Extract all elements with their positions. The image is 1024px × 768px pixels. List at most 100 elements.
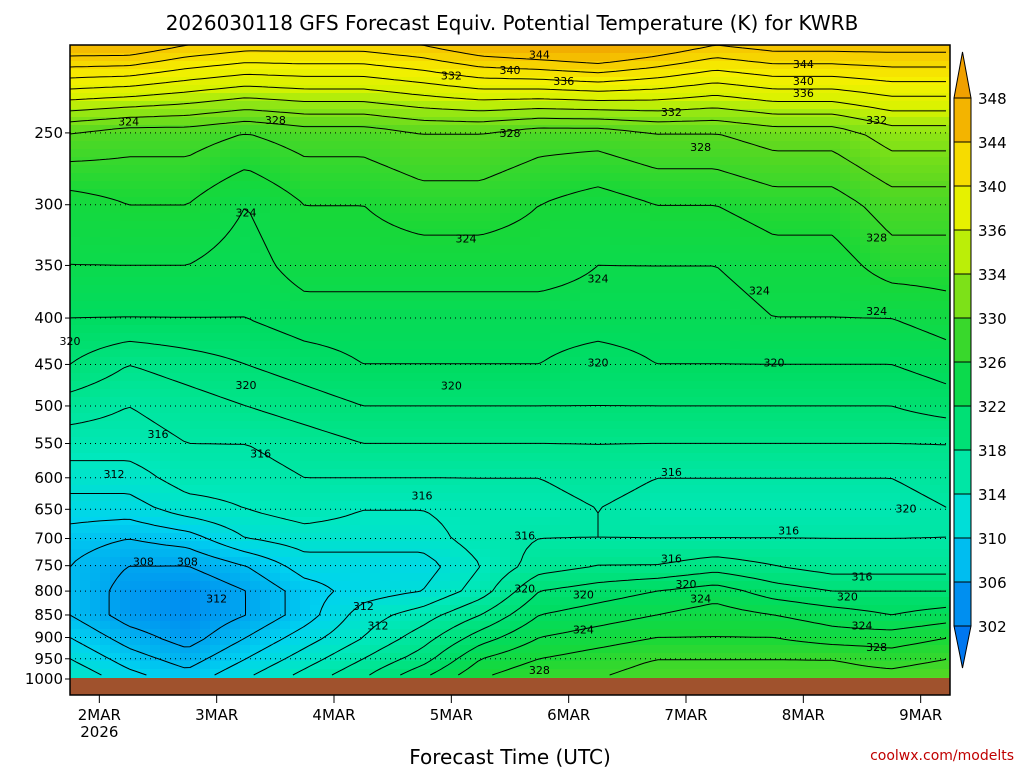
y-tick-label: 800	[34, 582, 63, 600]
contour-326	[70, 169, 947, 676]
colorbar-label: 336	[978, 222, 1007, 240]
contour-label: 316	[852, 571, 873, 584]
contour-label: 320	[514, 583, 535, 596]
contour-label: 316	[148, 428, 169, 441]
contour-label: 328	[690, 141, 711, 154]
contour-label: 320	[588, 357, 609, 370]
contour-324	[70, 208, 947, 676]
contour-label: 340	[500, 64, 521, 77]
contour-label: 316	[250, 447, 271, 460]
contour-334	[70, 97, 946, 127]
ground-strip	[70, 678, 950, 695]
contour-label: 320	[676, 578, 697, 591]
contour-label: 344	[793, 58, 814, 71]
x-tick-label: 4MAR	[312, 706, 355, 724]
colorbar-label: 310	[978, 530, 1007, 548]
contour-322	[70, 316, 947, 676]
contour-label: 340	[793, 75, 814, 88]
contour-label: 316	[412, 490, 433, 503]
contour-332	[70, 109, 946, 152]
colorbar-segment	[954, 538, 971, 583]
y-tick-label: 250	[34, 124, 63, 142]
x-axis-label: Forecast Time (UTC)	[409, 745, 611, 768]
colorbar-bottom-arrow	[953, 625, 972, 669]
y-tick-label: 650	[34, 500, 63, 518]
x-tick-label: 7MAR	[664, 706, 707, 724]
colorbar-label: 330	[978, 310, 1007, 328]
contour-label: 312	[353, 600, 374, 613]
contour-label: 308	[177, 555, 198, 568]
contour-label: 316	[661, 552, 682, 565]
contour-344	[70, 45, 946, 64]
colorbar-label: 334	[978, 266, 1007, 284]
colorbar-segment	[954, 494, 971, 539]
colorbar-segment	[954, 406, 971, 451]
contour-label: 324	[749, 285, 770, 298]
contour-label: 324	[118, 116, 139, 129]
colorbar-segment	[954, 362, 971, 407]
contour-label: 320	[573, 589, 594, 602]
y-tick-label: 950	[34, 650, 63, 668]
y-tick-label: 600	[34, 469, 63, 487]
contour-label: 312	[368, 619, 389, 632]
colorbar-segment	[954, 274, 971, 319]
colorbar-segment	[954, 186, 971, 231]
contour-label: 328	[265, 114, 286, 127]
x-tick-label: 3MAR	[195, 706, 238, 724]
contour-label: 324	[573, 624, 594, 637]
contour-340	[70, 62, 946, 83]
y-tick-label: 450	[34, 355, 63, 373]
colorbar: 348 344 340 336 334 330 326 322 318 314 310 306 302	[953, 51, 1007, 669]
contour-342	[70, 50, 946, 74]
contour-label: 336	[553, 75, 574, 88]
y-tick-label: 550	[34, 434, 63, 452]
y-tick-label: 1000	[25, 670, 63, 688]
contour-label: 320	[896, 503, 917, 516]
watermark: coolwx.com/modelts	[870, 748, 1014, 764]
colorbar-segment	[954, 230, 971, 275]
colorbar-top-arrow	[953, 51, 972, 99]
y-tick-label: 900	[34, 628, 63, 646]
contour-label: 324	[690, 592, 711, 605]
contour-label: 332	[866, 114, 887, 127]
y-axis: 250 300 350 400 450 500 550 600 650 700 750 800 850 9…	[25, 124, 70, 688]
x-tick-label: 9MAR	[899, 706, 942, 724]
colorbar-segment	[954, 450, 971, 495]
contour-330	[70, 120, 946, 188]
colorbar-label: 306	[978, 574, 1007, 592]
colorbar-segment	[954, 98, 971, 143]
colorbar-label: 340	[978, 178, 1007, 196]
colorbar-segment	[954, 582, 971, 627]
contour-316	[70, 406, 947, 676]
colorbar-label: 348	[978, 90, 1007, 108]
x-tick-label: 2MAR	[78, 706, 121, 724]
x-tick-label: 5MAR	[430, 706, 473, 724]
colorbar-segment	[954, 318, 971, 363]
contour-label: 324	[456, 233, 477, 246]
colorbar-label: 344	[978, 134, 1007, 152]
contour-label: 332	[441, 69, 462, 82]
y-tick-label: 350	[34, 256, 63, 274]
contour-label: 328	[866, 231, 887, 244]
contour-312	[70, 493, 441, 676]
x-tick-label: 8MAR	[782, 706, 825, 724]
colorbar-label: 322	[978, 398, 1007, 416]
contour-label: 328	[500, 127, 521, 140]
contour-label: 336	[793, 87, 814, 100]
contour-label: 320	[441, 380, 462, 393]
contour-336	[70, 85, 946, 112]
y-tick-label: 750	[34, 557, 63, 575]
y-tick-label: 850	[34, 606, 63, 624]
contour-lines	[70, 45, 947, 676]
contour-308	[70, 538, 286, 669]
contour-label: 316	[514, 530, 535, 543]
contour-label: 312	[104, 468, 125, 481]
contour-label: 324	[588, 273, 609, 286]
contour-label: 320	[764, 357, 785, 370]
contour-label: 332	[661, 106, 682, 119]
contour-338	[70, 73, 946, 97]
contour-label: 316	[778, 525, 799, 538]
y-tick-label: 500	[34, 397, 63, 415]
y-tick-label: 700	[34, 529, 63, 547]
